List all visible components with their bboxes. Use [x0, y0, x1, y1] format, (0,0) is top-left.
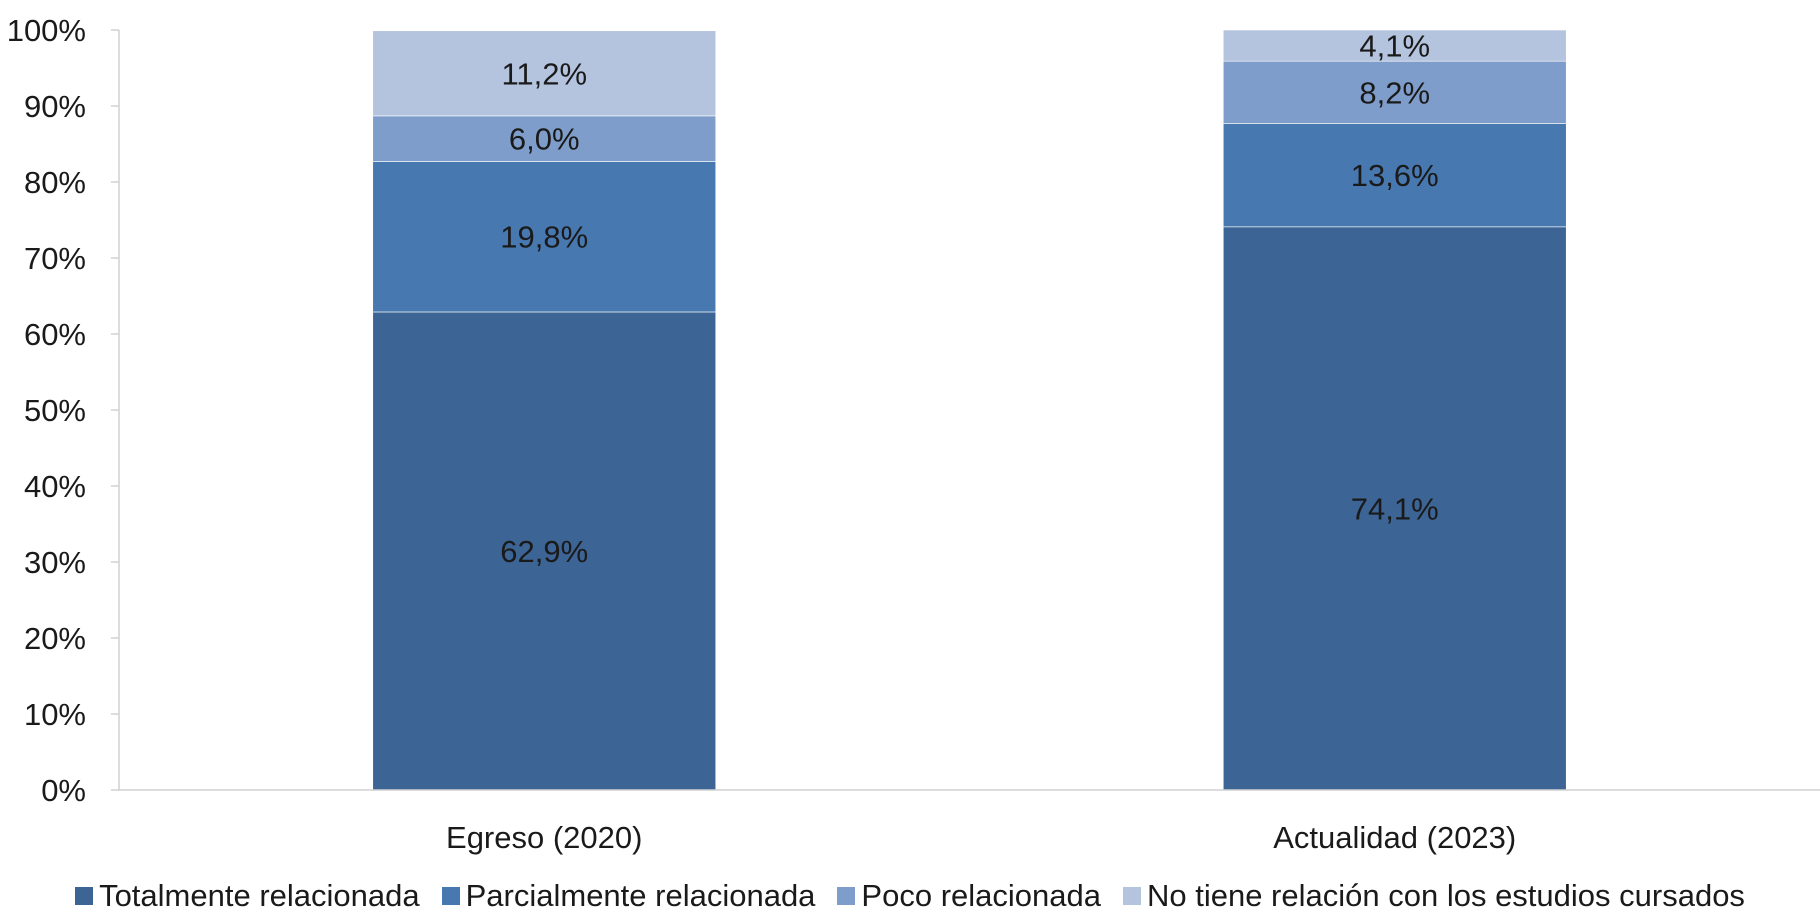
y-tick-label: 60%	[24, 317, 86, 352]
bar-segment	[1222, 60, 1567, 124]
legend-swatch	[837, 887, 856, 905]
data-label: 13,6%	[1351, 158, 1439, 193]
y-tick-label: 70%	[24, 241, 86, 276]
legend-swatch	[441, 887, 460, 905]
bars-group	[372, 29, 1567, 791]
y-tick-label: 0%	[41, 773, 86, 808]
bar-segment	[1222, 29, 1567, 62]
legend: Totalmente relacionada Parcialmente relac…	[0, 878, 1820, 914]
legend-label: Totalmente relacionada	[99, 878, 420, 913]
data-label: 74,1%	[1351, 491, 1439, 526]
y-tick-label: 100%	[7, 13, 86, 48]
data-label: 4,1%	[1359, 29, 1430, 64]
x-tick-label: Actualidad (2023)	[1273, 820, 1516, 855]
bar-segment	[372, 161, 717, 313]
data-label: 8,2%	[1359, 75, 1430, 110]
y-tick-label: 80%	[24, 165, 86, 200]
legend-item: No tiene relación con los estudios cursa…	[1122, 878, 1745, 914]
y-axis: 0% 10% 20% 30% 40% 50% 60% 70% 80% 90% 100%	[7, 13, 120, 808]
y-tick-label: 20%	[24, 621, 86, 656]
y-tick-label: 40%	[24, 469, 86, 504]
data-label: 19,8%	[500, 220, 588, 255]
legend-label: Parcialmente relacionada	[465, 878, 816, 913]
data-label: 62,9%	[500, 534, 588, 569]
y-tick-label: 90%	[24, 89, 86, 124]
legend-item: Parcialmente relacionada	[441, 878, 816, 914]
legend-swatch	[75, 887, 94, 905]
y-tick-label: 50%	[24, 393, 86, 428]
bar-segment	[1222, 226, 1567, 791]
bar-segment	[372, 30, 717, 117]
x-axis: Egreso (2020) Actualidad (2023)	[119, 789, 1820, 855]
bar-segment	[1222, 123, 1567, 228]
legend-label: Poco relacionada	[861, 878, 1101, 913]
legend-swatch	[1122, 887, 1141, 905]
legend-item: Poco relacionada	[837, 878, 1101, 914]
y-tick-label: 30%	[24, 545, 86, 580]
legend-item: Totalmente relacionada	[75, 878, 420, 914]
data-labels-group: 62,9% 19,8% 6,0% 11,2% 74,1% 13,6% 8,2% 4,1%	[500, 29, 1438, 569]
data-label: 11,2%	[501, 56, 587, 91]
bar-segment	[372, 311, 717, 791]
data-label: 6,0%	[509, 122, 580, 157]
y-tick-label: 10%	[24, 697, 86, 732]
x-tick-label: Egreso (2020)	[446, 820, 642, 855]
legend-label: No tiene relación con los estudios cursa…	[1146, 878, 1745, 913]
